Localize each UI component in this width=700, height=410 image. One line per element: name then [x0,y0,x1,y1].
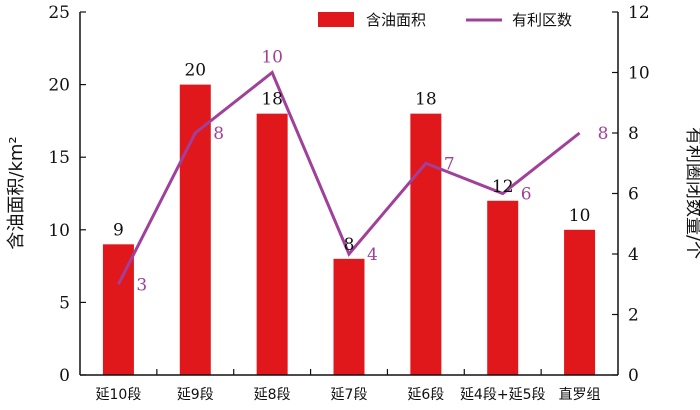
legend-line-label: 有利区数 [512,11,572,29]
category-label: 延4段+延5段 [460,387,546,403]
bar-3 [256,113,288,375]
bar-value-label: 10 [569,206,591,226]
bar-series [102,84,596,375]
ticks: 0 5 10 15 20 25 0 2 4 6 8 10 12 延10段 延9段 延8段 延7段 延6段 延4段+延… [48,3,649,403]
legend-bar-swatch [318,12,354,27]
left-axis-title: 含油面积/km² [6,136,27,249]
line-value-label: 8 [598,124,609,144]
right-tick-label: 6 [628,185,639,205]
line-value-label: 4 [367,245,378,265]
line-series-path [117,70,581,285]
right-axis-title: 有利圈闭数量/个 [683,127,700,259]
bar-value-label: 18 [261,90,283,110]
line-value-label: 3 [136,275,147,295]
bar-value-label: 8 [344,235,355,255]
line-value-label: 8 [213,124,224,144]
category-label: 延10段 [96,387,142,403]
category-label: 延7段 [331,387,368,403]
left-tick-label: 0 [59,366,70,386]
legend-bar-label: 含油面积 [366,11,426,29]
category-label: 延6段 [407,387,444,403]
category-label: 延9段 [177,387,214,403]
bar-value-label: 20 [184,61,206,81]
data-labels: 9 20 18 8 18 12 10 3 8 10 4 7 6 8 [113,48,608,296]
right-tick-label: 2 [628,306,639,326]
left-tick-label: 15 [48,148,70,168]
left-tick-label: 5 [59,293,70,313]
left-tick-label: 25 [48,3,70,23]
category-label: 延8段 [254,387,291,403]
legend: 含油面积 有利区数 [318,11,572,29]
bar-2 [179,84,211,375]
bar-value-label: 12 [492,177,514,197]
line-value-label: 10 [261,48,283,68]
left-tick-label: 10 [48,221,70,241]
bar-4 [333,258,365,375]
bar-5 [410,113,442,375]
right-tick-label: 0 [628,366,639,386]
left-tick-label: 20 [48,76,70,96]
category-label: 直罗组 [559,386,601,403]
bar-6 [487,200,519,375]
line-value-label: 6 [521,185,532,205]
right-tick-label: 10 [628,64,650,84]
right-tick-label: 12 [628,3,650,23]
line-series [117,70,581,285]
line-value-label: 7 [444,154,455,174]
bar-7 [564,229,596,375]
right-tick-label: 8 [628,124,639,144]
bar-value-label: 9 [113,220,124,240]
bar-value-label: 18 [415,90,437,110]
right-tick-label: 4 [628,245,639,265]
